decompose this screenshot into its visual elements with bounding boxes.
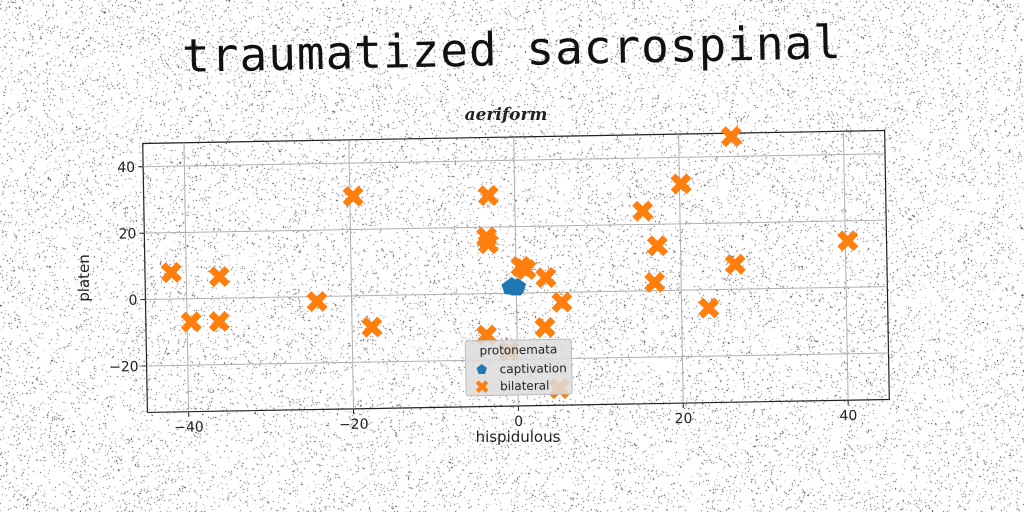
bilateral-point <box>698 297 720 319</box>
y-grid-line <box>143 153 886 168</box>
bilateral-point <box>534 316 556 339</box>
y-grid-line <box>144 219 887 234</box>
x-axis-label: hispidulous <box>476 428 561 446</box>
bilateral-point <box>535 267 557 289</box>
captivation-point <box>508 279 525 296</box>
y-axis-label: platen <box>75 254 93 302</box>
bilateral-point <box>551 291 573 313</box>
x-grid-line <box>842 131 849 401</box>
x-tick-label: 0 <box>514 414 523 430</box>
legend-items: captivation bilateral <box>475 361 567 393</box>
legend-marker-bilateral <box>475 380 489 393</box>
plot-area: −40 −20 0 20 40 −20 0 20 40 protonemata captivat… <box>109 125 890 436</box>
legend-box <box>464 338 573 397</box>
x-tick-label: −20 <box>339 417 369 434</box>
legend-label-captivation: captivation <box>500 361 567 376</box>
x-tick-label: −40 <box>174 419 204 436</box>
axis-ticks: −40 −20 0 20 40 −20 0 20 40 <box>109 160 857 436</box>
bilateral-point <box>306 290 328 313</box>
bilateral-point <box>208 266 230 288</box>
legend-marker-captivation <box>476 364 487 375</box>
bilateral-point <box>632 200 654 222</box>
x-grid-line <box>678 134 684 404</box>
x-grid-line <box>183 142 190 412</box>
bilateral-point <box>724 253 746 275</box>
x-tick-label: 20 <box>674 411 692 427</box>
legend-label-bilateral: bilateral <box>500 378 550 393</box>
bilateral-point <box>644 271 666 293</box>
bilateral-point <box>670 173 692 195</box>
x-grid-line <box>348 139 355 409</box>
legend: protonemata captivation bilateral <box>464 338 573 397</box>
y-tick-label: 0 <box>128 293 137 309</box>
legend-title: protonemata <box>479 342 557 357</box>
bilateral-point <box>837 230 859 252</box>
bilateral-point <box>361 316 383 338</box>
bilateral-point <box>208 310 230 333</box>
y-tick-label: 20 <box>118 226 136 242</box>
y-tick-label: −20 <box>109 359 139 376</box>
bilateral-point <box>477 185 499 207</box>
x-tick-label: 40 <box>839 408 857 424</box>
bilateral-point <box>646 235 668 257</box>
bilateral-point <box>515 259 537 281</box>
bilateral-point <box>180 311 202 333</box>
bilateral-point <box>160 261 182 284</box>
bilateral-point <box>342 185 364 207</box>
y-tick-label: 40 <box>117 160 135 176</box>
chart-title: aeriform <box>465 105 548 125</box>
bilateral-point <box>720 125 742 148</box>
bilateral-point <box>477 233 499 255</box>
